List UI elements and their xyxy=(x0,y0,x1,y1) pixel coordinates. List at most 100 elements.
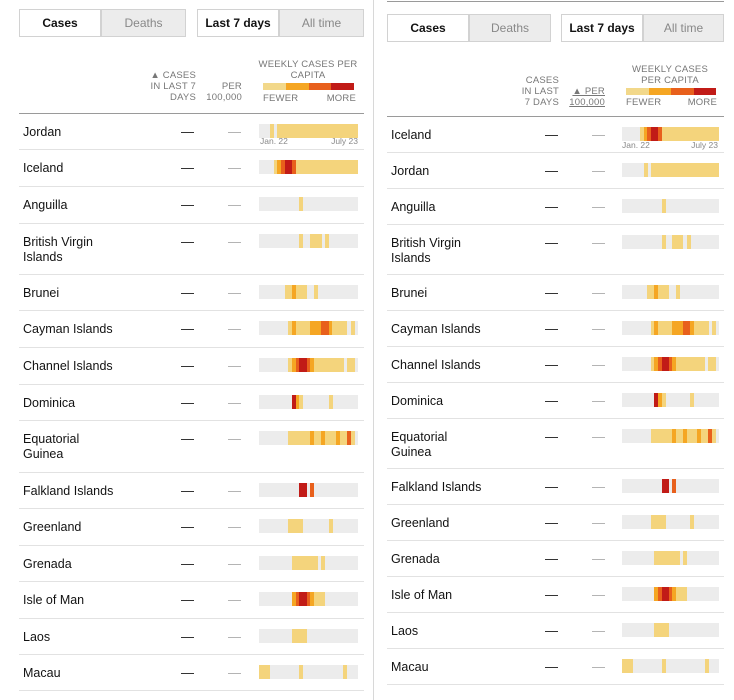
table-row: Brunei — — xyxy=(0,275,372,311)
country-name: Iceland xyxy=(23,161,64,175)
cases-value: — xyxy=(181,519,194,534)
week-cell xyxy=(657,163,662,177)
week-cell xyxy=(668,429,673,443)
week-cell xyxy=(679,357,684,371)
week-cell xyxy=(668,357,673,371)
week-cell xyxy=(306,592,311,606)
week-cell xyxy=(661,515,666,529)
table-row: Isle of Man — — xyxy=(0,582,372,619)
cases-value: — xyxy=(545,623,558,638)
weekly-cases-strip xyxy=(259,358,358,372)
week-cell xyxy=(354,124,358,138)
week-cell xyxy=(650,321,655,335)
week-cell xyxy=(690,429,695,443)
week-cell xyxy=(661,127,666,141)
week-cell xyxy=(321,124,326,138)
country-name: Jordan xyxy=(391,164,430,178)
week-cell xyxy=(303,483,308,497)
cases-value: — xyxy=(181,234,194,249)
week-cell xyxy=(661,321,666,335)
week-cell xyxy=(686,127,691,141)
per-100k-column-header[interactable]: ▲ PER 100,000 xyxy=(569,86,605,108)
weekly-cases-strip xyxy=(622,285,719,299)
weekly-cases-strip xyxy=(259,234,358,248)
legend-swatch xyxy=(331,83,354,90)
week-cell xyxy=(303,556,308,570)
table-row: Dominica — — xyxy=(0,385,372,421)
row-divider xyxy=(19,472,364,473)
week-cell xyxy=(665,357,670,371)
week-cell xyxy=(350,358,355,372)
week-cell xyxy=(657,429,662,443)
week-cell xyxy=(314,285,319,299)
row-divider xyxy=(19,618,364,619)
week-cell xyxy=(708,429,713,443)
cases-column-header[interactable]: CASES IN LAST 7 DAYS xyxy=(521,75,559,108)
week-cell xyxy=(693,127,698,141)
country-name: Dominica xyxy=(23,396,76,410)
week-cell xyxy=(711,163,716,177)
per-100k-value: — xyxy=(592,199,605,214)
table-row: Cayman Islands — — xyxy=(381,311,734,347)
cases-toggle-button[interactable]: Cases xyxy=(387,14,469,42)
all-time-button[interactable]: All time xyxy=(279,9,364,37)
table-row: Anguilla — — xyxy=(0,187,372,224)
weekly-cases-strip xyxy=(259,395,358,409)
cases-column-header[interactable]: ▲ CASES IN LAST 7 DAYS xyxy=(150,70,196,103)
all-time-button[interactable]: All time xyxy=(643,14,724,42)
week-cell xyxy=(686,163,691,177)
cases-value: — xyxy=(545,429,558,444)
week-cell xyxy=(661,429,666,443)
cases-value: — xyxy=(545,659,558,674)
week-cell xyxy=(288,124,293,138)
week-cell xyxy=(665,623,670,637)
week-cell xyxy=(310,160,315,174)
week-cell xyxy=(672,163,677,177)
week-cell xyxy=(295,431,300,445)
table-row: Macau — — xyxy=(381,649,734,685)
weekly-cases-strip xyxy=(622,587,719,601)
week-cell xyxy=(708,127,713,141)
per-100k-value: — xyxy=(592,429,605,444)
weekly-cases-header: WEEKLY CASES PER CAPITA xyxy=(632,64,708,86)
weekly-cases-strip xyxy=(622,515,719,529)
week-cell xyxy=(697,127,702,141)
country-name: Isle of Man xyxy=(23,593,85,607)
table-row: Jordan — — xyxy=(381,153,734,189)
per-100k-column-header[interactable]: PER 100,000 xyxy=(206,81,242,103)
week-cell xyxy=(299,285,304,299)
cases-toggle-button[interactable]: Cases xyxy=(19,9,101,37)
week-cell xyxy=(697,429,702,443)
cases-value: — xyxy=(181,395,194,410)
country-name: Falkland Islands xyxy=(391,480,482,494)
week-cell xyxy=(708,357,713,371)
week-cell xyxy=(288,285,293,299)
row-divider xyxy=(19,274,364,275)
country-name: Grenada xyxy=(391,552,440,566)
week-cell xyxy=(661,235,666,249)
table-row: Iceland — — xyxy=(381,117,734,153)
week-cell xyxy=(350,321,355,335)
week-cell xyxy=(310,556,315,570)
week-cell xyxy=(273,160,278,174)
weekly-cases-strip xyxy=(259,124,358,138)
last-7-days-button[interactable]: Last 7 days xyxy=(197,9,279,37)
legend-swatch xyxy=(693,88,716,95)
week-cell xyxy=(314,124,319,138)
week-cell xyxy=(679,587,684,601)
legend-swatch xyxy=(648,88,671,95)
per-100k-value: — xyxy=(228,285,241,300)
country-name: Anguilla xyxy=(391,200,436,214)
country-name: Dominica xyxy=(391,394,444,408)
country-name: Iceland xyxy=(391,128,432,142)
last-7-days-button[interactable]: Last 7 days xyxy=(561,14,643,42)
week-cell xyxy=(303,358,308,372)
deaths-toggle-button[interactable]: Deaths xyxy=(101,9,186,37)
deaths-toggle-button[interactable]: Deaths xyxy=(469,14,551,42)
week-cell xyxy=(650,357,655,371)
cases-value: — xyxy=(181,592,194,607)
week-cell xyxy=(647,285,652,299)
table-row: Iceland — — xyxy=(0,150,372,187)
table-row: British Virgin Islands — — xyxy=(381,225,734,275)
week-cell xyxy=(665,321,670,335)
